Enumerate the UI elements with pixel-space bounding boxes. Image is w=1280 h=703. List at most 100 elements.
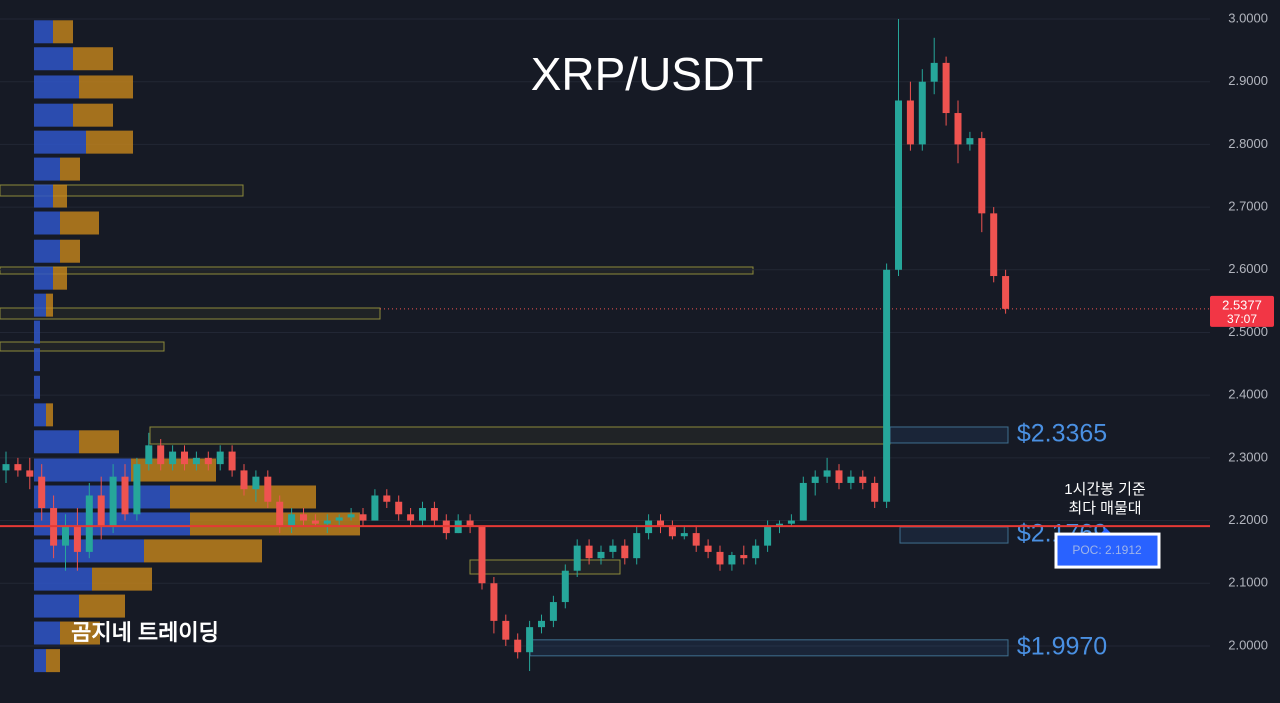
poc-note: 최다 매물대 — [1068, 500, 1141, 517]
profile-sell — [46, 649, 60, 673]
profile-sell — [53, 184, 67, 208]
y-tick-label: 2.2000 — [1228, 512, 1268, 527]
candle-body — [668, 526, 676, 537]
candle-body — [169, 451, 177, 465]
profile-buy — [34, 266, 53, 290]
candle-body — [252, 476, 260, 490]
candle-body — [228, 451, 236, 471]
candle-body — [609, 545, 617, 552]
candle-body — [918, 81, 926, 145]
profile-buy — [34, 103, 73, 127]
candle-body — [573, 545, 581, 571]
zone — [0, 184, 244, 197]
candle-body — [538, 620, 545, 628]
candle-body — [204, 457, 212, 465]
y-tick-label: 2.1000 — [1228, 575, 1268, 590]
candle-body — [561, 570, 569, 603]
candle-body — [323, 520, 331, 524]
candle-body — [1002, 276, 1010, 309]
candle-body — [514, 639, 522, 653]
profile-buy — [34, 320, 40, 344]
profile-sell — [92, 567, 152, 591]
profile-sell — [46, 293, 53, 317]
profile-sell — [53, 20, 73, 44]
candle-body — [419, 508, 426, 521]
candle-body — [181, 451, 188, 465]
profile-buy — [34, 430, 79, 454]
candle-body — [764, 526, 772, 546]
y-tick-label: 3.0000 — [1228, 10, 1268, 25]
candle-body — [14, 464, 22, 471]
candle-body — [847, 476, 855, 483]
profile-sell — [144, 539, 262, 563]
profile-buy — [34, 75, 79, 99]
candle-body — [704, 545, 712, 552]
chart-title: XRP/USDT — [531, 48, 764, 100]
profile-buy — [34, 567, 92, 591]
profile-sell — [79, 430, 119, 454]
candle-body — [657, 520, 664, 527]
candle-body — [716, 551, 724, 565]
candle-body — [883, 269, 891, 502]
candle-body — [740, 555, 748, 559]
candle-body — [430, 508, 438, 521]
candle-body — [347, 514, 355, 518]
candle-body — [240, 470, 248, 490]
candle-body — [978, 138, 986, 214]
profile-buy — [34, 293, 46, 317]
profile-sell — [190, 512, 360, 536]
candle-body — [133, 464, 141, 515]
candle-body — [787, 520, 795, 524]
y-tick-label: 2.7000 — [1228, 199, 1268, 214]
candle-body — [38, 476, 46, 509]
profile-buy — [34, 594, 79, 618]
profile-sell — [60, 621, 100, 645]
profile-buy — [34, 649, 46, 673]
candle-body — [549, 602, 557, 621]
candle-body — [359, 514, 367, 521]
zone — [0, 341, 165, 352]
profile-sell — [73, 47, 113, 71]
candle-body — [990, 213, 998, 277]
price-tag-value: 2.5377 — [1222, 297, 1262, 312]
zone — [149, 426, 891, 445]
candle-body — [930, 62, 938, 82]
candle-body — [906, 100, 914, 145]
profile-buy — [34, 458, 131, 482]
profile-sell — [79, 594, 125, 618]
profile-sell — [79, 75, 133, 99]
y-tick-label: 2.5000 — [1228, 324, 1268, 339]
candle-body — [145, 445, 153, 465]
candle-body — [62, 526, 69, 546]
profile-buy — [34, 184, 53, 208]
profile-buy — [34, 47, 73, 71]
candle-body — [395, 501, 403, 515]
candle-body — [490, 583, 498, 621]
y-tick-label: 2.8000 — [1228, 136, 1268, 151]
profile-buy — [34, 211, 60, 235]
candle-body — [680, 533, 688, 537]
profile-buy — [34, 20, 53, 44]
candle-body — [109, 476, 117, 527]
candle-body — [502, 620, 510, 640]
candle-body — [823, 470, 831, 477]
candle-body — [73, 526, 81, 552]
profile-buy — [34, 621, 60, 645]
candle-body — [597, 551, 605, 559]
candle-body — [407, 514, 415, 521]
candle-body — [835, 470, 843, 483]
level-label: $1.9970 — [1017, 632, 1107, 660]
y-tick-label: 2.0000 — [1228, 637, 1268, 652]
profile-buy — [34, 157, 60, 181]
poc-label: POC: 2.1912 — [1072, 543, 1142, 557]
candle-body — [942, 62, 950, 114]
candle-body — [954, 113, 962, 145]
price-tag-countdown: 37:07 — [1227, 312, 1257, 326]
zone — [469, 559, 621, 575]
candle-body — [335, 517, 343, 521]
level-box — [899, 526, 1009, 544]
candle-body — [966, 138, 974, 145]
candle-body — [300, 514, 307, 521]
profile-buy — [34, 239, 60, 263]
